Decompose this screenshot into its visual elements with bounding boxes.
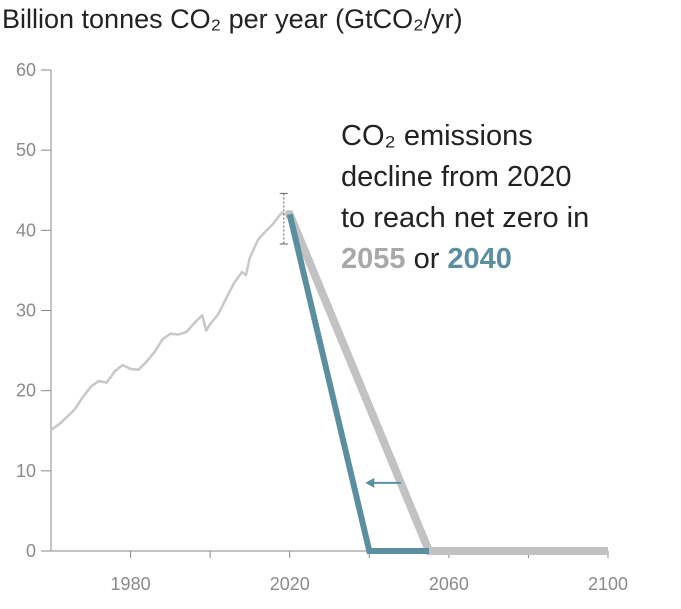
y-tick-label: 40	[16, 220, 36, 240]
annotation-year-2040: 2040	[447, 243, 512, 275]
y-tick-label: 10	[16, 461, 36, 481]
annotation-line-2: decline from 2020	[341, 161, 572, 193]
y-tick-label: 60	[16, 60, 36, 80]
x-tick-label: 2020	[270, 574, 310, 594]
pathway-2040-line	[286, 213, 429, 554]
y-tick-label: 50	[16, 140, 36, 160]
x-tick-label: 2100	[588, 574, 628, 594]
x-tick-label: 2060	[429, 574, 469, 594]
chart-marks	[50, 192, 608, 555]
y-tick-label: 20	[16, 381, 36, 401]
chart-title: Billion tonnes CO₂ per year (GtCO₂/yr)	[2, 4, 463, 34]
y-tick-label: 30	[16, 301, 36, 321]
axes: 0 10 20 30 40 50 60 1980 2020 2060 2100	[16, 60, 628, 594]
x-tick-label: 1980	[111, 574, 151, 594]
annotation-line-4: 2055 or 2040	[341, 243, 512, 275]
annotation-line-1: CO₂ emissions	[341, 120, 533, 152]
pathway-2055-line	[285, 210, 608, 555]
annotation-connector: or	[406, 243, 448, 275]
shift-arrow-head	[365, 477, 375, 488]
y-tick-label: 0	[26, 541, 36, 561]
annotation: CO₂ emissions decline from 2020 to reach…	[341, 120, 589, 275]
annotation-year-2055: 2055	[341, 243, 406, 275]
historical-emissions-line	[50, 211, 287, 431]
annotation-line-3: to reach net zero in	[341, 202, 589, 234]
